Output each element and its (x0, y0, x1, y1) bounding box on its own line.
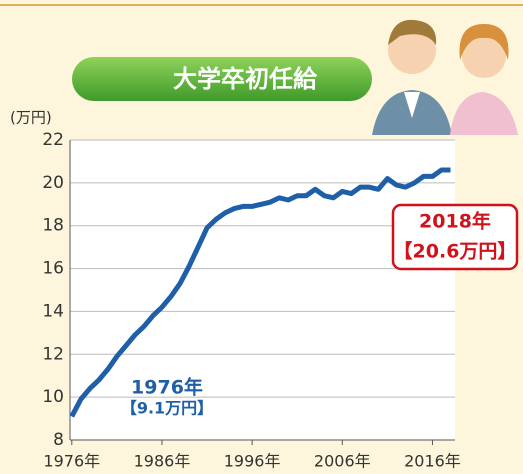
y-tick-label: 8 (53, 430, 64, 450)
annotation-text: 1976年 (131, 376, 203, 399)
plot-area (70, 140, 455, 440)
x-tick-label: 1986年 (134, 452, 191, 471)
y-tick-label: 10 (42, 387, 64, 407)
x-tick-label: 1996年 (224, 452, 281, 471)
y-tick-label: 20 (42, 173, 64, 193)
y-tick-label: 22 (42, 130, 64, 150)
y-tick-label: 18 (42, 216, 64, 236)
data-line (69, 167, 451, 418)
annotation-box (391, 203, 519, 271)
x-tick-label: 2016年 (404, 452, 461, 471)
annotation-text: 2018年 (419, 210, 491, 233)
y-tick-label: 12 (42, 344, 64, 364)
y-tick-label: 14 (42, 301, 64, 321)
illustration (372, 19, 518, 135)
y-tick-label: 16 (42, 259, 64, 279)
annotation-text: 【9.1万円】 (121, 399, 213, 418)
y-axis-label: (万円) (10, 109, 52, 127)
x-tick-label: 1976年 (43, 452, 100, 471)
annotation-text: 【20.6万円】 (394, 240, 517, 263)
chart-title: 大学卒初任給 (173, 65, 318, 93)
x-tick-label: 2006年 (314, 452, 371, 471)
title-pill (72, 57, 372, 101)
